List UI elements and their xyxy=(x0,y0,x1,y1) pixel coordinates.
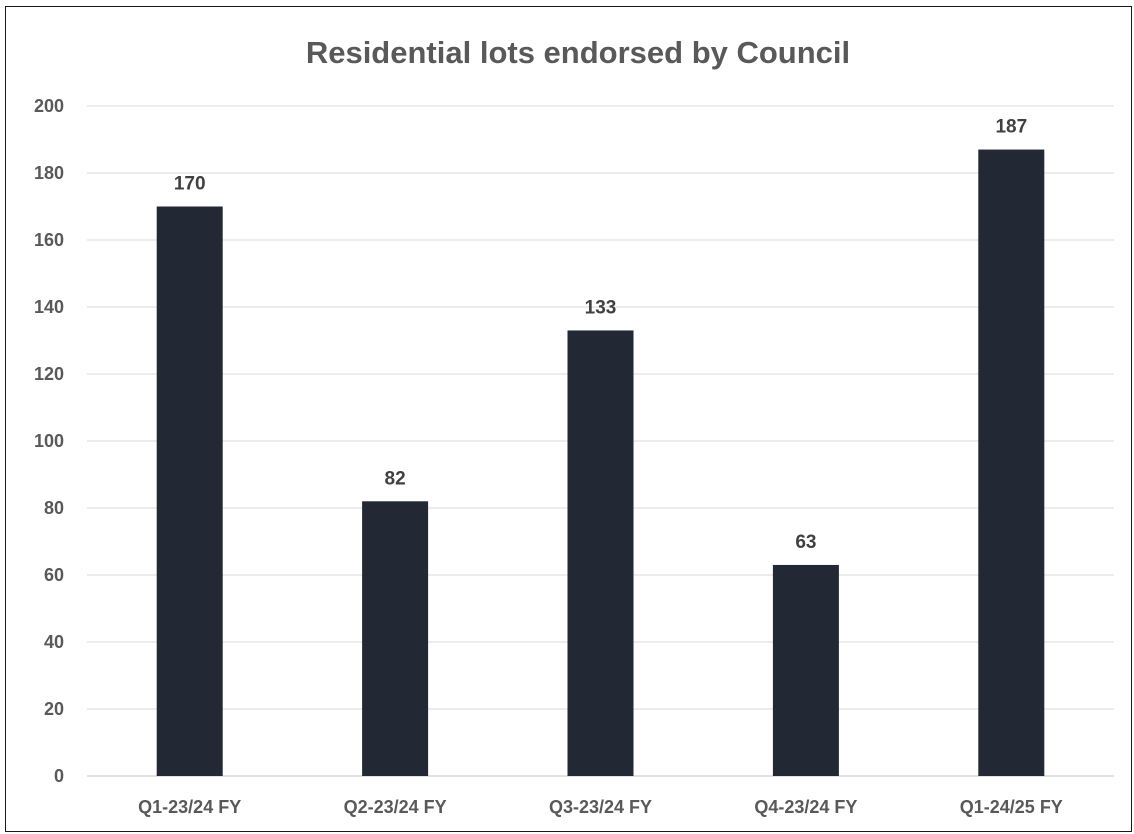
bar xyxy=(567,330,634,776)
data-label: 63 xyxy=(795,532,816,553)
y-tick-label: 140 xyxy=(34,297,64,317)
y-tick-label: 80 xyxy=(44,498,64,518)
bar xyxy=(978,149,1045,777)
data-label: 170 xyxy=(174,174,206,195)
y-tick-label: 180 xyxy=(34,163,64,183)
bar xyxy=(772,564,839,776)
y-tick-label: 100 xyxy=(34,431,64,451)
x-tick-label: Q3-23/24 FY xyxy=(549,797,652,817)
data-label: 187 xyxy=(995,117,1027,138)
y-tick-label: 160 xyxy=(34,230,64,250)
bars xyxy=(156,149,1045,777)
x-axis-ticks: Q1-23/24 FY Q2-23/24 FY Q3-23/24 FY Q4-23/2… xyxy=(138,797,1063,817)
x-tick-label: Q1-24/25 FY xyxy=(960,797,1063,817)
x-tick-label: Q1-23/24 FY xyxy=(138,797,241,817)
y-tick-label: 60 xyxy=(44,565,64,585)
y-axis-ticks: 0 20 40 60 80 100 120 140 160 180 200 xyxy=(34,96,64,786)
x-tick-label: Q2-23/24 FY xyxy=(344,797,447,817)
y-tick-label: 20 xyxy=(44,699,64,719)
bar xyxy=(362,501,429,776)
data-labels: 170 82 133 63 187 xyxy=(174,117,1027,553)
y-tick-label: 0 xyxy=(54,766,64,786)
y-tick-label: 120 xyxy=(34,364,64,384)
y-tick-label: 40 xyxy=(44,632,64,652)
data-label: 133 xyxy=(585,297,617,318)
chart-title: Residential lots endorsed by Council xyxy=(306,35,850,70)
y-tick-label: 200 xyxy=(34,96,64,116)
x-tick-label: Q4-23/24 FY xyxy=(754,797,857,817)
data-label: 82 xyxy=(385,468,406,489)
bar xyxy=(156,206,223,776)
gridlines xyxy=(87,105,1114,777)
